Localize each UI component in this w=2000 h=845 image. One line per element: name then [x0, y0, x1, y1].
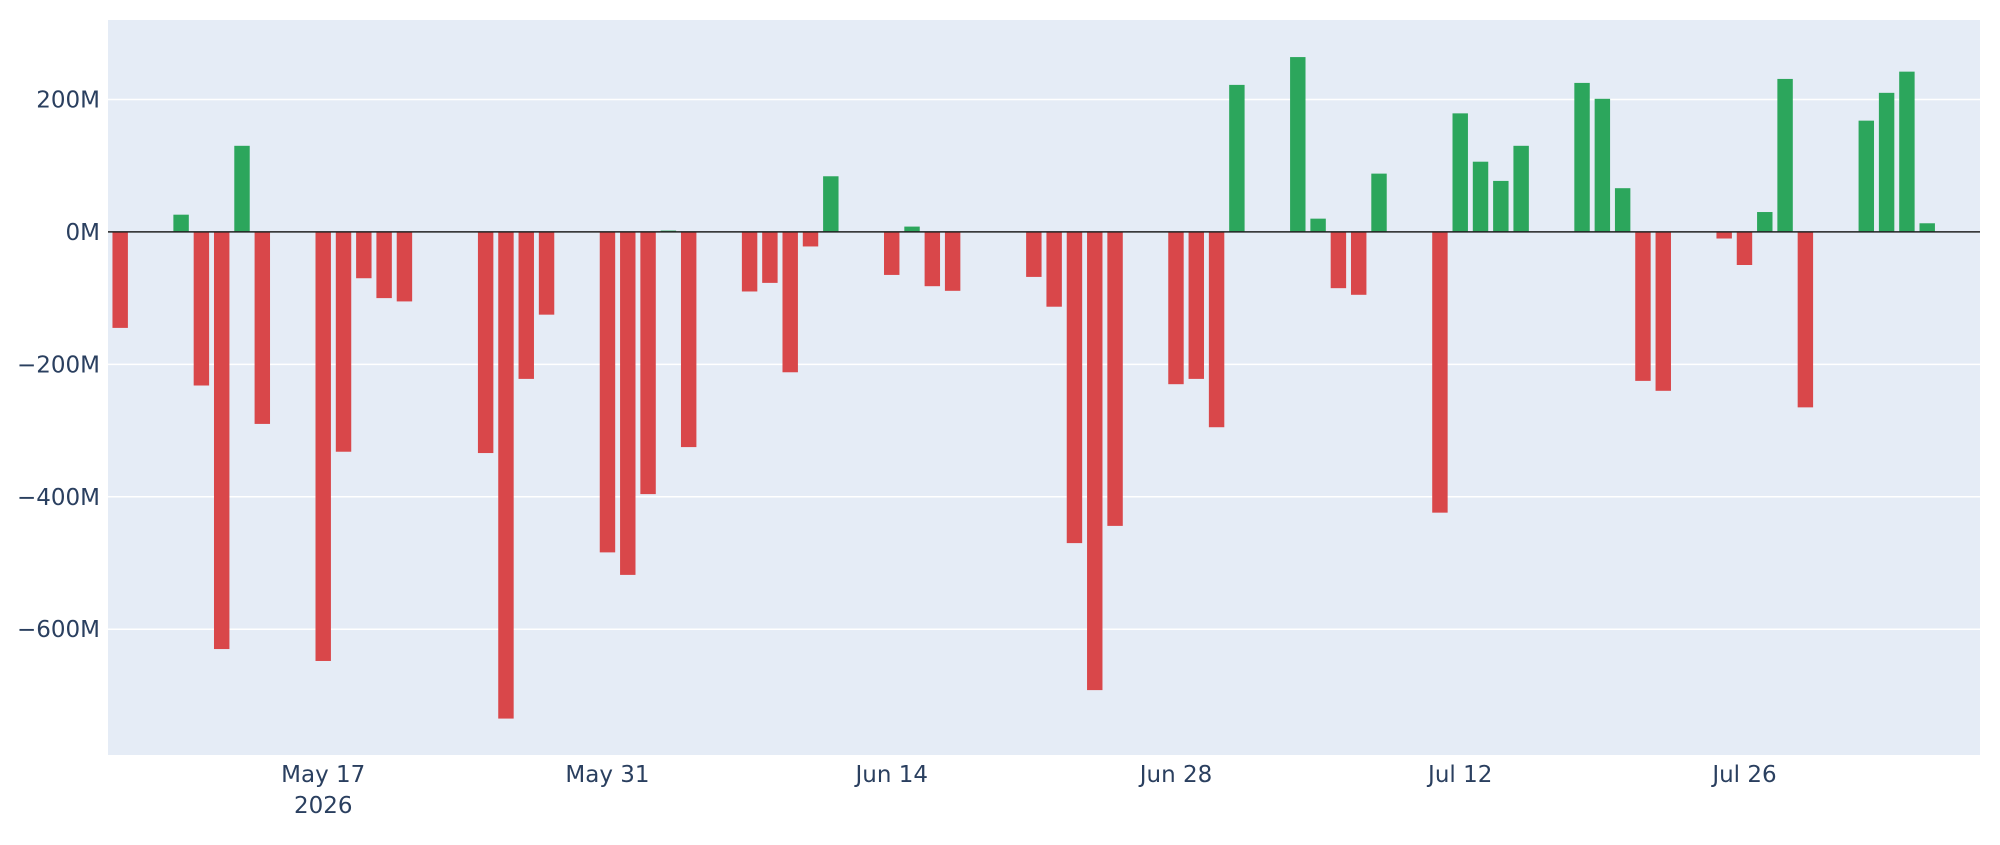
bar: [1899, 71, 1915, 232]
bar: [1350, 231, 1367, 295]
bar: [1858, 120, 1875, 232]
y-axis-ticks: 200M 0M −200M −400M −600M: [17, 87, 100, 643]
bar: [213, 231, 230, 650]
bar: [234, 145, 250, 232]
x-tick-label: Jun 14: [853, 762, 928, 788]
bar: [1188, 231, 1204, 379]
x-tick-label: May 31: [565, 762, 649, 788]
bar: [782, 231, 798, 373]
bar: [1290, 57, 1306, 232]
bar: [640, 231, 656, 495]
bar: [1513, 145, 1529, 232]
x-tick-label: May 17: [281, 762, 365, 788]
x-tick-label: Jun 28: [1138, 762, 1213, 788]
bar: [884, 231, 900, 275]
x-tick-label: Jul 12: [1426, 762, 1492, 788]
bar: [315, 231, 331, 661]
bar: [1229, 84, 1245, 232]
y-tick-label: 200M: [36, 87, 100, 113]
x-tick-year-label: 2026: [294, 793, 353, 819]
bar: [477, 231, 494, 454]
bar: [680, 231, 697, 448]
bar: [1614, 188, 1631, 232]
bar: [904, 226, 920, 232]
bar: [1919, 223, 1935, 232]
x-tick-label: Jul 26: [1710, 762, 1776, 788]
bar: [1107, 231, 1123, 526]
bar: [1716, 231, 1732, 239]
bar: [1493, 180, 1509, 232]
plot-area: [108, 20, 1980, 755]
bar: [1168, 231, 1184, 385]
bar: [1472, 161, 1489, 232]
bar: [1757, 212, 1773, 232]
bar: [335, 231, 352, 452]
bar: [741, 231, 758, 292]
bar: [1655, 231, 1671, 391]
bar: [518, 231, 534, 379]
bar: [498, 231, 514, 719]
bar: [356, 231, 372, 279]
y-tick-label: −400M: [17, 485, 100, 511]
bar: [924, 231, 941, 287]
y-tick-label: −600M: [17, 617, 100, 643]
bar: [1574, 82, 1590, 232]
bar: [376, 231, 392, 299]
bar: [1878, 92, 1895, 232]
bar: [538, 231, 555, 315]
bar: [1026, 231, 1042, 277]
bar: [599, 231, 616, 553]
bar: [802, 231, 819, 247]
bar: [620, 231, 636, 575]
bar: [1066, 231, 1083, 544]
bar: [254, 231, 271, 424]
bar: [944, 231, 961, 291]
bar: [1310, 218, 1326, 232]
bar: [1635, 231, 1651, 381]
bar: [193, 231, 210, 386]
y-tick-label: 0M: [66, 220, 100, 246]
y-tick-label: −200M: [17, 352, 100, 378]
bar: [1330, 231, 1347, 289]
bar: [1594, 98, 1611, 232]
bar: [1452, 113, 1468, 232]
x-axis-ticks: May 17 2026 May 31 Jun 14 Jun 28 Jul 12 Jul 26: [281, 762, 1776, 819]
bar-series: [112, 57, 1935, 719]
bar: [762, 231, 778, 283]
bar: [1087, 231, 1103, 691]
bar: [1432, 231, 1448, 513]
bar: [1208, 231, 1225, 428]
bar: [1371, 173, 1387, 232]
bar: [112, 231, 128, 328]
bar: [396, 231, 413, 302]
bar: [173, 214, 189, 232]
bar: [1777, 78, 1793, 232]
bar: [823, 176, 839, 232]
bar: [1736, 231, 1753, 265]
bar: [1797, 231, 1814, 408]
bar: [1046, 231, 1062, 307]
